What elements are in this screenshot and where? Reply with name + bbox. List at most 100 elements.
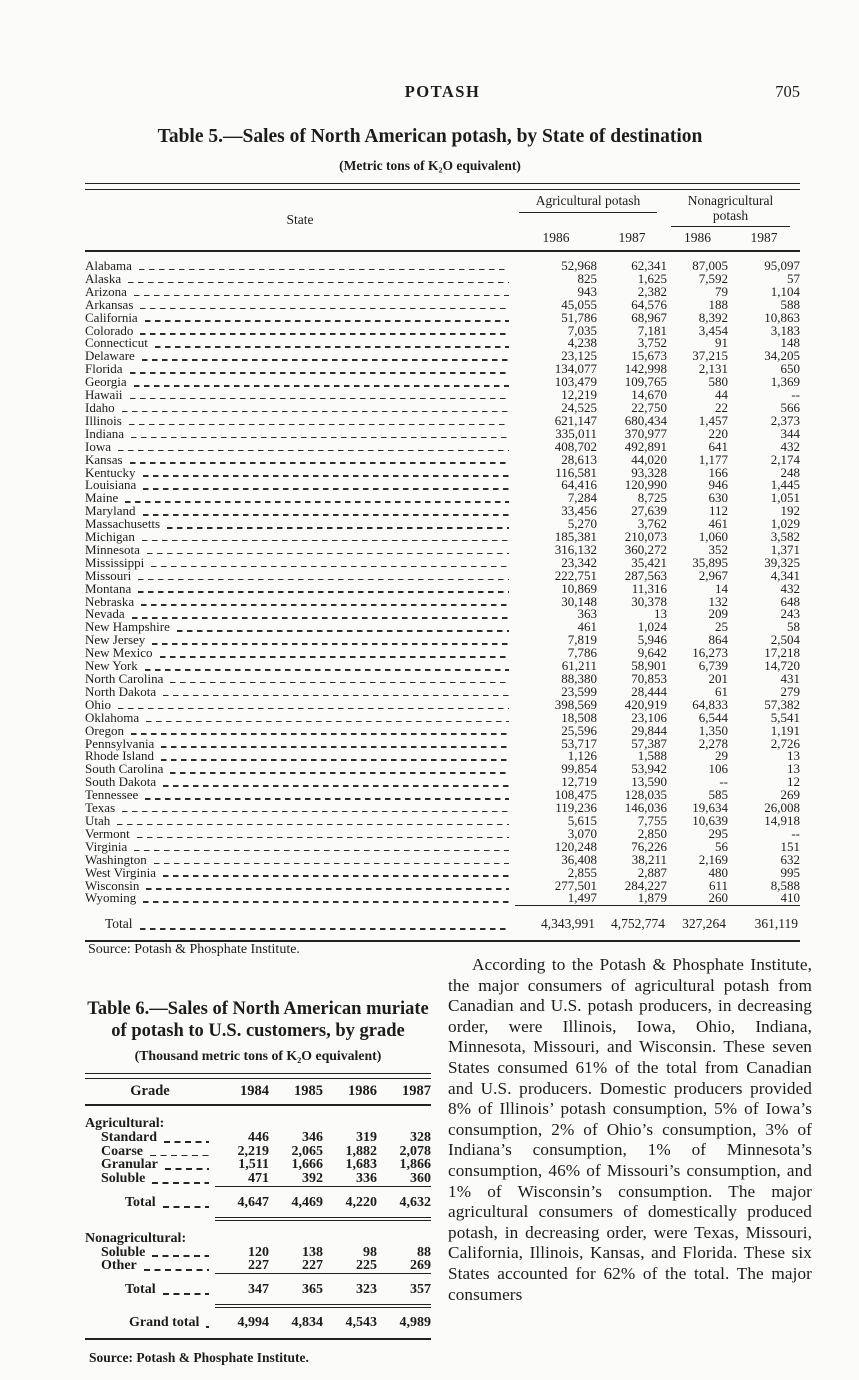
- table5-year-row: 1986 1987 1986 1987: [85, 227, 801, 252]
- value-cell: 58,901: [631, 658, 668, 674]
- state-cell: Pennsylvania: [85, 737, 515, 751]
- value-cell: 1,029: [770, 516, 801, 532]
- state-cell: Virginia: [85, 838, 515, 854]
- table5-group-nonagricultural: Nonagricultural potash: [667, 190, 800, 227]
- row-label: Virginia: [85, 838, 128, 854]
- value-cell: 36,408: [561, 851, 597, 867]
- table5-title: Table 5.—Sales of North American potash,…: [157, 126, 703, 147]
- dash-leader: [143, 488, 509, 490]
- state-cell: Colorado: [85, 324, 515, 338]
- value-cell: 279: [780, 683, 801, 699]
- total-label-cell: Total: [85, 905, 515, 943]
- dash-leader: [131, 617, 509, 619]
- value-cell: 410: [780, 890, 801, 906]
- value-cell: 13: [654, 606, 668, 622]
- row-label: Soluble: [101, 1171, 146, 1187]
- row-label: South Dakota: [85, 774, 157, 790]
- value-cell: 295: [708, 825, 729, 841]
- table5-body: Alabama 52,968 62,341 87,005 95,097 Alaska 825…: [85, 251, 800, 906]
- value-cell: 64,576: [631, 296, 668, 312]
- dash-leader: [154, 346, 509, 348]
- state-cell: New York: [85, 658, 515, 674]
- dash-leader: [133, 384, 509, 387]
- row-label: Illinois: [85, 412, 122, 428]
- table5-row: New Hampshire 461 1,024 25 58: [85, 620, 800, 634]
- value-cell: 103,479: [554, 374, 597, 390]
- value-cell: 79: [715, 283, 729, 299]
- state-cell: Maryland: [85, 504, 515, 518]
- dash-leader: [146, 720, 509, 723]
- value-cell: 995: [780, 864, 801, 880]
- row-label: Delaware: [85, 348, 135, 364]
- table5-row: New York 61,211 58,901 6,739 14,720: [85, 658, 800, 674]
- dash-leader: [162, 1205, 209, 1208]
- table6-body: Agricultural: Standard 446 346 319 328 Coarse 2…: [85, 1105, 431, 1340]
- grand-total-label-cell: Grand total: [85, 1305, 215, 1340]
- row-label: New York: [85, 658, 138, 674]
- state-cell: Kentucky: [85, 464, 515, 480]
- table5-top-rule: [85, 183, 800, 190]
- value-cell: 8,588: [770, 877, 801, 893]
- dash-leader: [152, 643, 509, 645]
- value-cell: 471: [248, 1171, 269, 1187]
- row-label: Massachusetts: [85, 516, 161, 532]
- value-cell: 146,036: [624, 800, 668, 816]
- dash-leader: [170, 772, 509, 774]
- value-cell: 347: [215, 1273, 269, 1308]
- value-cell: 4,341: [770, 567, 801, 583]
- value-cell: 38,211: [631, 851, 668, 867]
- row-label: New Jersey: [85, 632, 146, 648]
- row-label: Kentucky: [85, 464, 136, 480]
- value-cell: 4,647: [215, 1185, 269, 1221]
- value-cell: 93,328: [631, 464, 668, 480]
- value-cell: 23,342: [561, 554, 597, 570]
- value-cell: 15,673: [631, 348, 668, 364]
- value-cell: 398,569: [554, 696, 597, 712]
- value-cell: 57,387: [631, 735, 668, 751]
- state-cell: New Hampshire: [85, 620, 515, 634]
- value-cell: 57,382: [764, 696, 801, 712]
- value-cell: 2,065: [291, 1143, 324, 1159]
- value-cell: 5,270: [567, 516, 597, 532]
- value-cell: 134,077: [554, 361, 597, 377]
- value-cell: 641: [708, 438, 729, 454]
- row-label: California: [85, 309, 138, 325]
- value-cell: 28,444: [631, 683, 668, 699]
- table6-column: Table 6.—Sales of North American muriate…: [85, 995, 431, 1366]
- dash-leader: [164, 1168, 209, 1171]
- state-cell: New Jersey: [85, 632, 515, 648]
- dash-leader: [144, 668, 509, 671]
- state-cell: California: [85, 309, 515, 325]
- value-cell: 3,762: [637, 516, 668, 532]
- value-cell: 346: [302, 1129, 323, 1145]
- value-cell: 10,863: [764, 309, 801, 325]
- value-cell: 621,147: [554, 412, 597, 428]
- value-cell: 2,504: [770, 632, 801, 648]
- dash-leader: [152, 1182, 209, 1184]
- value-cell: 370,977: [624, 425, 668, 441]
- value-cell: 29: [715, 748, 729, 764]
- value-cell: 19,634: [692, 800, 729, 816]
- row-label: Florida: [85, 361, 123, 377]
- value-cell: 2,278: [698, 735, 729, 751]
- row-label: Nevada: [85, 606, 125, 622]
- table5-row: Montana 10,869 11,316 14 432: [85, 580, 800, 596]
- value-cell: 2,382: [637, 283, 668, 299]
- value-cell: 68,967: [631, 309, 668, 325]
- dash-leader: [129, 397, 509, 400]
- value-cell: 365: [269, 1273, 323, 1308]
- dash-leader: [176, 630, 509, 632]
- row-label: Other: [101, 1258, 137, 1274]
- value-cell: 11,316: [631, 580, 668, 596]
- value-cell: 319: [356, 1129, 377, 1145]
- value-cell: 57: [787, 270, 801, 286]
- value-cell: 2,726: [770, 735, 801, 751]
- year-header: 1985: [269, 1079, 323, 1106]
- row-label: Wyoming: [85, 890, 137, 906]
- state-cell: Idaho: [85, 401, 515, 415]
- value-cell: 70,853: [631, 671, 668, 686]
- table5-row: New Jersey 7,819 5,946 864 2,504: [85, 632, 801, 648]
- value-cell: 112: [708, 503, 729, 519]
- table6-group-row: Nonagricultural:: [85, 1219, 431, 1246]
